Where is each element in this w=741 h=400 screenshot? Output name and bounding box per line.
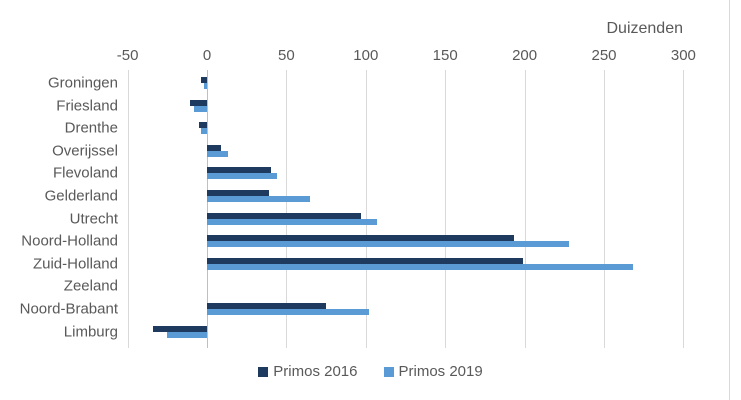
bar-primos-2019-groningen xyxy=(203,83,207,89)
gridline--50 xyxy=(128,70,129,348)
gridline-100 xyxy=(366,70,367,348)
bar-primos-2019-gelderland xyxy=(207,196,311,202)
x-tick-label-200: 200 xyxy=(512,47,538,64)
bar-primos-2019-drenthe xyxy=(200,128,207,135)
bar-primos-2016-gelderland xyxy=(207,190,269,196)
legend-label: Primos 2016 xyxy=(273,363,358,380)
gridline-300 xyxy=(683,70,684,348)
category-label-gelderland: Gelderland xyxy=(44,187,118,205)
x-tick-label--50: -50 xyxy=(116,47,139,64)
bar-primos-2016-overijssel xyxy=(207,144,222,151)
category-label-friesland: Friesland xyxy=(56,97,118,115)
bar-primos-2019-zuid-holland xyxy=(207,263,633,270)
bar-primos-2016-noord-holland xyxy=(207,235,514,242)
category-label-zuid-holland: Zuid-Holland xyxy=(32,255,118,273)
bar-primos-2019-utrecht xyxy=(207,218,377,225)
category-label-flevoland: Flevoland xyxy=(52,164,118,182)
bar-primos-2016-flevoland xyxy=(207,167,271,174)
bar-primos-2016-utrecht xyxy=(207,212,361,219)
gridline-250 xyxy=(604,70,605,348)
x-tick-label-250: 250 xyxy=(591,47,617,64)
bar-primos-2019-flevoland xyxy=(207,173,277,180)
bar-primos-2016-noord-brabant xyxy=(207,303,327,309)
category-label-drenthe: Drenthe xyxy=(64,119,118,137)
x-tick-label-50: 50 xyxy=(278,47,295,64)
category-label-overijssel: Overijssel xyxy=(52,142,118,160)
gridline-150 xyxy=(445,70,446,348)
gridline-200 xyxy=(525,70,526,348)
x-tick-label-100: 100 xyxy=(353,47,379,64)
legend-item-primos-2016: Primos 2016 xyxy=(258,363,358,380)
category-label-groningen: Groningen xyxy=(47,74,118,92)
category-label-noord-brabant: Noord-Brabant xyxy=(19,300,118,318)
legend-item-primos-2019: Primos 2019 xyxy=(383,363,483,380)
category-label-zeeland: Zeeland xyxy=(63,277,118,295)
bar-primos-2016-groningen xyxy=(200,77,207,83)
right-border-line xyxy=(729,0,730,400)
bar-primos-2016-drenthe xyxy=(199,122,207,129)
x-tick-label-300: 300 xyxy=(670,47,696,64)
bar-primos-2019-noord-brabant xyxy=(207,309,369,315)
bar-primos-2019-friesland xyxy=(194,105,207,112)
bar-primos-2019-limburg xyxy=(167,331,207,338)
axis-unit-label: Duizenden xyxy=(606,20,684,37)
category-label-utrecht: Utrecht xyxy=(69,210,118,228)
category-label-noord-holland: Noord-Holland xyxy=(21,232,118,250)
bar-primos-2016-zuid-holland xyxy=(207,257,523,264)
x-tick-label-150: 150 xyxy=(432,47,458,64)
zero-axis-line xyxy=(207,70,208,348)
bar-primos-2019-overijssel xyxy=(207,150,228,157)
legend-label: Primos 2019 xyxy=(398,363,483,380)
legend: Primos 2016 Primos 2019 xyxy=(0,363,741,380)
legend-swatch-icon xyxy=(258,366,269,377)
gridline-50 xyxy=(286,70,287,348)
legend-swatch-icon xyxy=(383,366,394,377)
category-label-limburg: Limburg xyxy=(63,323,118,341)
x-tick-label-0: 0 xyxy=(202,47,212,64)
bar-primos-2016-limburg xyxy=(153,325,207,332)
bar-primos-2019-noord-holland xyxy=(207,241,570,248)
bar-primos-2016-friesland xyxy=(189,99,207,106)
